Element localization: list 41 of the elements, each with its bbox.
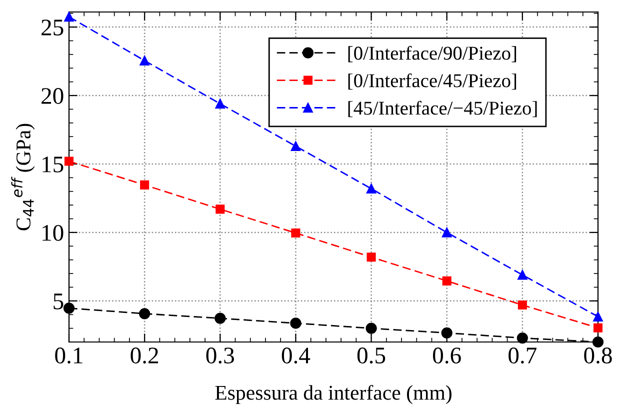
point [290, 318, 302, 329]
x-tick-label: 0.3 [206, 348, 234, 364]
y-tick-label: 10 [42, 224, 64, 241]
y-axis-title: C$_{44}$$^{eff}$ (GPa) [11, 124, 35, 230]
x-tick-label: 0.6 [433, 348, 461, 364]
point [140, 180, 150, 190]
point [442, 228, 452, 238]
y-tick-label: 5 [54, 294, 64, 310]
point [139, 308, 150, 320]
point [291, 228, 300, 238]
legend-label: [0/Interface/45/Piezo] [348, 73, 516, 90]
x-axis-title: Espessura da interface (mm) [215, 384, 452, 404]
point [216, 204, 225, 214]
x-tick-label: 0.1 [55, 348, 82, 364]
x-tick-label: 0.5 [357, 348, 386, 364]
point [592, 336, 604, 348]
point [366, 322, 377, 334]
y-tick-label: 20 [42, 88, 64, 104]
x-tick-label: 0.4 [282, 348, 310, 364]
legend-label: [45/Interface/−45/Piezo] [348, 100, 537, 118]
point [366, 184, 376, 194]
point [593, 312, 603, 322]
y-tick-label: 15 [42, 156, 64, 172]
point [518, 300, 527, 310]
x-tick-label: 0.2 [130, 348, 158, 364]
point [64, 156, 74, 166]
point [366, 252, 376, 262]
point [63, 302, 75, 314]
point [442, 276, 452, 286]
x-tick-label: 0.8 [584, 348, 612, 364]
point [518, 270, 528, 280]
point [441, 327, 452, 339]
y-tick-label: 25 [42, 20, 64, 36]
x-tick-label: 0.7 [508, 348, 537, 364]
point [214, 312, 226, 324]
point [215, 98, 226, 109]
point [290, 141, 301, 152]
legend-label: [0/Interface/90/Piezo] [348, 46, 516, 62]
point [593, 323, 603, 332]
point [140, 56, 150, 66]
point [516, 332, 528, 344]
